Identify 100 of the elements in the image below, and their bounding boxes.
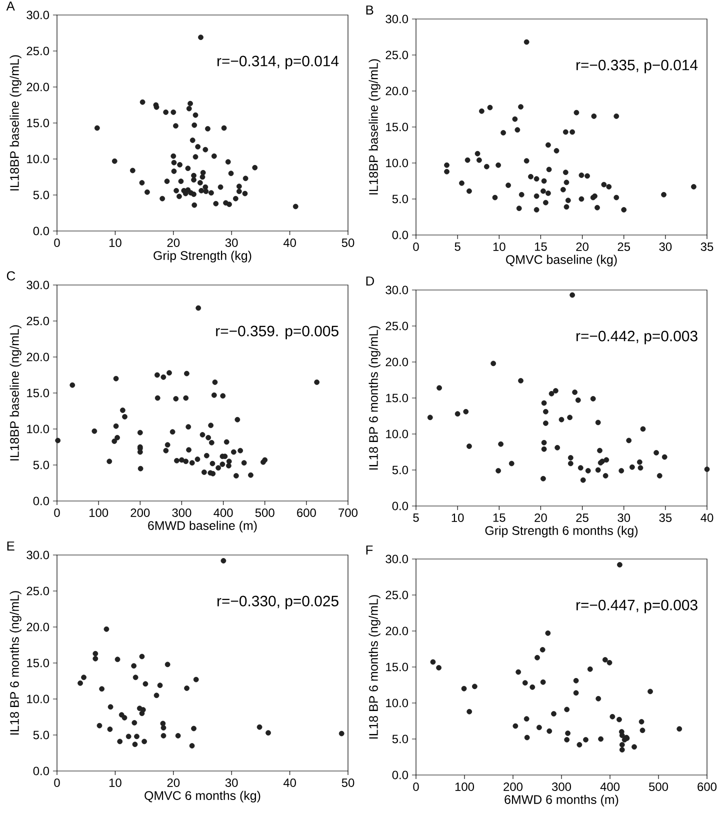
x-tick-label: 35 <box>700 242 714 251</box>
y-tick-label: 30.0 <box>26 10 50 20</box>
y-tick-label: 0.0 <box>392 502 408 510</box>
x-tick-label: 5 <box>454 242 460 251</box>
x-tick-label: 5 <box>413 514 419 522</box>
x-tick-label: 10 <box>109 238 122 247</box>
y-tick-label: 25.0 <box>386 322 408 330</box>
x-axis-title: Grip Strength (kg) <box>154 250 252 262</box>
y-tick-label: 5.0 <box>392 734 408 744</box>
y-tick-label: 10.0 <box>27 694 50 704</box>
y-tick-label: 15.0 <box>27 118 50 128</box>
annotation: r=−0.335, p−0.014 <box>576 60 698 74</box>
y-tick-label: 0.0 <box>33 766 50 776</box>
x-tick-label: 100 <box>90 508 108 517</box>
x-tick-label: 50 <box>342 778 354 787</box>
y-tick-label: 20.0 <box>26 622 50 632</box>
annotation: r=−0.314, p=0.014 <box>217 56 339 70</box>
y-tick-label: 25.0 <box>386 590 408 600</box>
y-tick-label: 5.0 <box>33 730 50 740</box>
x-tick-label: 10 <box>493 242 506 251</box>
x-axis-title: Grip Strength 6 months (kg) <box>485 526 638 538</box>
chart-title: A <box>6 2 15 10</box>
x-tick-label: 10 <box>109 778 122 787</box>
x-tick-label: 20 <box>576 242 588 251</box>
chart-title: D <box>366 276 374 286</box>
x-axis-title: QMVC baseline (kg) <box>506 254 617 266</box>
y-tick-label: 15.0 <box>386 394 408 402</box>
x-tick-label: 40 <box>700 514 714 522</box>
x-tick-label: 30 <box>225 238 238 247</box>
y-tick-label: 25.0 <box>26 586 50 596</box>
y-tick-label: 20.0 <box>386 86 408 96</box>
y-tick-label: 5.0 <box>33 460 50 470</box>
y-axis-title: IL18 BP 6 months (ng/mL) <box>10 591 22 735</box>
y-axis-title: IL18 BP 6 months (ng/mL) <box>368 595 380 739</box>
x-tick-label: 600 <box>297 508 316 517</box>
y-axis-title: IL18BP baseline (ng/mL) <box>10 55 22 190</box>
y-tick-label: 15.0 <box>386 662 408 672</box>
y-tick-label: 15.0 <box>386 122 408 132</box>
y-tick-label: 10.0 <box>386 698 408 708</box>
x-tick-label: 0 <box>54 778 60 787</box>
x-tick-label: 25 <box>618 242 630 251</box>
y-tick-label: 25.0 <box>26 46 50 56</box>
y-tick-label: 30.0 <box>26 280 50 290</box>
y-tick-label: 20.0 <box>386 358 408 366</box>
y-axis-title: IL18 BP 6 months (ng/mL) <box>368 326 380 470</box>
x-tick-label: 200 <box>130 508 150 517</box>
y-tick-label: 20.0 <box>386 626 408 636</box>
y-tick-label: 0.0 <box>392 770 408 780</box>
y-axis-title: IL18BP baseline (ng/mL) <box>368 59 380 194</box>
y-tick-label: 25.0 <box>386 50 408 60</box>
x-tick-label: 40 <box>283 778 296 787</box>
x-tick-label: 40 <box>283 238 296 247</box>
x-tick-label: 20 <box>167 778 180 787</box>
y-tick-label: 5.0 <box>392 194 408 204</box>
y-tick-label: 20.0 <box>26 352 50 362</box>
y-tick-label: 30.0 <box>386 286 408 294</box>
x-tick-label: 20 <box>534 514 547 522</box>
chart-title: B <box>366 6 374 14</box>
y-tick-label: 20.0 <box>26 82 50 92</box>
x-tick-label: 700 <box>338 508 358 517</box>
x-tick-label: 400 <box>600 782 620 791</box>
x-tick-label: 35 <box>659 514 672 522</box>
chart-title: C <box>6 271 16 280</box>
x-tick-label: 15 <box>534 242 547 251</box>
y-tick-label: 25.0 <box>26 316 50 326</box>
x-tick-label: 30 <box>618 514 630 522</box>
x-tick-label: 0 <box>54 508 60 517</box>
x-axis-title: 6MWD baseline (m) <box>148 520 257 532</box>
y-tick-label: 0.0 <box>33 226 50 236</box>
y-tick-label: 15.0 <box>27 658 50 668</box>
x-tick-label: 0 <box>413 782 419 791</box>
x-tick-label: 10 <box>452 514 464 522</box>
y-tick-label: 30.0 <box>26 550 50 560</box>
x-tick-label: 0 <box>413 242 419 251</box>
y-tick-label: 30.0 <box>386 14 408 24</box>
annotation: r=−0.330, p=0.025 <box>217 596 338 610</box>
y-tick-label: 5.0 <box>33 190 50 200</box>
x-axis-title: QMVC 6 months (kg) <box>144 790 260 802</box>
x-tick-label: 500 <box>255 508 274 517</box>
y-tick-label: 30.0 <box>386 554 408 564</box>
x-tick-label: 100 <box>455 782 474 791</box>
x-axis-title: 6MWD 6 months (m) <box>504 794 618 806</box>
y-tick-label: 10.0 <box>27 424 50 434</box>
y-tick-label: 5.0 <box>392 466 408 474</box>
x-tick-label: 0 <box>54 238 60 247</box>
y-tick-label: 10.0 <box>386 430 408 438</box>
annotation: r=−0.442, p=0.003 <box>576 330 698 344</box>
x-tick-label: 30 <box>659 242 672 251</box>
x-tick-label: 600 <box>698 782 717 791</box>
y-tick-label: 0.0 <box>33 496 50 506</box>
y-tick-label: 15.0 <box>27 388 50 398</box>
x-tick-label: 15 <box>493 514 506 522</box>
chart-title: E <box>7 542 14 550</box>
y-axis-title: IL18BP baseline (ng/mL) <box>10 325 22 460</box>
x-tick-label: 50 <box>342 238 354 247</box>
x-tick-label: 200 <box>504 782 523 791</box>
x-tick-label: 30 <box>225 778 238 787</box>
y-tick-label: 10.0 <box>386 158 408 168</box>
x-tick-label: 300 <box>172 508 192 517</box>
x-tick-label: 300 <box>552 782 572 791</box>
